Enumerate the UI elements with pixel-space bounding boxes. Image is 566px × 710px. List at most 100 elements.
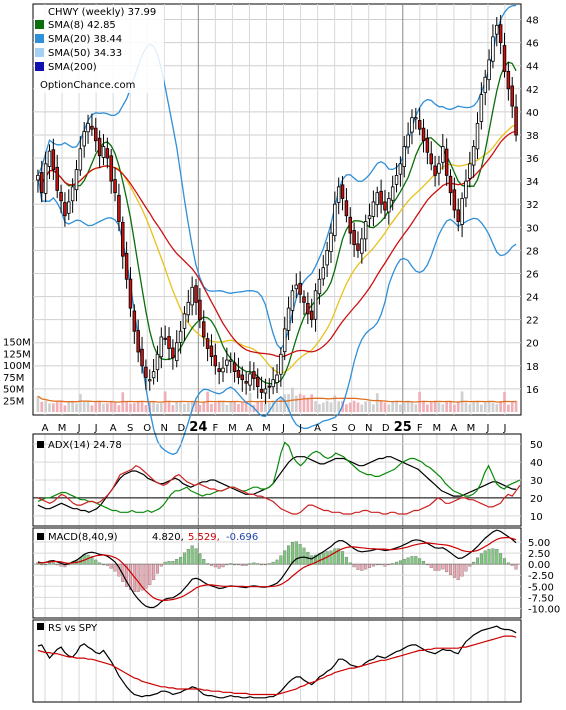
- macd-histogram-bar: [275, 559, 279, 565]
- adx-title-marker: [37, 441, 44, 448]
- candle-body: [47, 150, 52, 167]
- macd-histogram-bar: [425, 564, 429, 566]
- candle-body: [63, 202, 67, 217]
- volume-bar: [179, 400, 182, 412]
- macd-histogram-bar: [368, 564, 372, 568]
- macd-histogram-bar: [190, 545, 194, 565]
- macd-histogram-bar: [198, 553, 202, 565]
- volume-bar: [318, 404, 321, 412]
- candle-body: [491, 36, 495, 62]
- macd-histogram-bar: [472, 561, 476, 565]
- macd-histogram-bar: [244, 564, 248, 566]
- macd-histogram-bar: [398, 560, 402, 565]
- legend-swatch-sma200: [35, 62, 44, 71]
- macd-histogram-bar: [225, 564, 229, 566]
- macd-histogram-bar: [364, 564, 368, 570]
- macd-histogram-bar: [464, 564, 468, 572]
- macd-panel-frame: [32, 527, 522, 619]
- volume-bar: [287, 394, 290, 412]
- volume-bar: [480, 404, 483, 412]
- macd-histogram-bar: [479, 553, 483, 565]
- x-tick-label: M: [262, 423, 271, 434]
- macd-histogram-bar: [375, 564, 379, 566]
- macd-histogram-bar: [514, 564, 518, 570]
- candle-body: [194, 285, 198, 303]
- volume-bar: [94, 401, 98, 412]
- x-tick-label: F: [417, 423, 423, 434]
- x-tick-label: J: [77, 423, 81, 434]
- macd-y-tick-label: -10.00: [528, 604, 560, 615]
- candle-body: [205, 338, 210, 349]
- candle-body: [59, 191, 63, 202]
- macd-histogram-bar: [287, 545, 291, 565]
- candle-body: [174, 342, 179, 362]
- volume-bar: [190, 400, 194, 412]
- price-y-tick-label: 36: [526, 154, 539, 165]
- candle-body: [121, 221, 125, 257]
- volume-bar: [48, 403, 51, 412]
- volume-bar: [98, 400, 101, 412]
- volume-bar: [75, 403, 78, 412]
- legend-box: [34, 5, 164, 93]
- macd-histogram-bar: [449, 564, 453, 575]
- x-tick-label: J: [485, 423, 489, 434]
- volume-bar: [260, 401, 263, 412]
- candle-body: [132, 310, 137, 332]
- macd-histogram-bar: [379, 564, 383, 566]
- macd-histogram-bar: [260, 564, 264, 566]
- candle-body: [352, 230, 356, 246]
- volume-bar: [55, 400, 59, 412]
- volume-bar: [102, 403, 105, 412]
- candle-body: [340, 184, 345, 199]
- candle-body: [43, 163, 48, 194]
- price-y-tick-label: 26: [526, 269, 539, 280]
- volume-bar: [67, 401, 71, 412]
- candle-body: [94, 127, 98, 142]
- macd-histogram-bar: [445, 564, 449, 573]
- candle-body: [356, 243, 360, 251]
- candle-body: [271, 379, 275, 388]
- macd-histogram-bar: [140, 564, 144, 591]
- candle-body: [228, 359, 233, 362]
- x-tick-label: J: [94, 423, 98, 434]
- price-gridlines: [33, 4, 521, 702]
- candle-body: [124, 252, 129, 280]
- macd-histogram-bar: [206, 563, 210, 565]
- macd-histogram-bar: [229, 563, 233, 565]
- volume-y-tick-label: 25M: [3, 396, 24, 407]
- candle-body: [279, 353, 283, 375]
- macd-histogram-bar: [279, 555, 283, 565]
- volume-y-tick-label: 150M: [3, 338, 31, 349]
- volume-y-tick-label: 100M: [3, 361, 31, 372]
- volume-bar: [441, 404, 445, 412]
- candle-body: [213, 355, 218, 367]
- adx-title: ADX(14) 24.78: [48, 440, 122, 451]
- candle-body: [109, 155, 113, 182]
- volume-bar: [302, 395, 306, 412]
- x-tick-label: M: [58, 423, 67, 434]
- macd-histogram-bar: [252, 562, 256, 565]
- candle-body: [67, 201, 71, 214]
- rs-panel-frame: [32, 619, 522, 703]
- volume-bar: [136, 400, 140, 412]
- candle-body: [182, 313, 187, 329]
- candle-body: [163, 337, 167, 340]
- macd-value-hist: -0.696: [226, 532, 258, 543]
- macd-histogram-bar: [483, 550, 487, 565]
- macd-value-line: 4.820,: [152, 532, 184, 543]
- rs-average-line: [37, 635, 517, 696]
- candle-body: [468, 163, 472, 179]
- candle-body: [159, 336, 164, 358]
- candle-body: [321, 267, 326, 280]
- candlesticks: [36, 14, 518, 405]
- volume-bar: [186, 403, 190, 412]
- sma8-line: [37, 61, 517, 385]
- candle-body: [55, 166, 59, 191]
- candle-body: [456, 209, 460, 222]
- volume-bar: [333, 395, 337, 412]
- adx-y-tick-label: 50: [530, 440, 543, 451]
- macd-histogram-bar: [179, 556, 183, 565]
- macd-histogram-bar: [217, 564, 221, 569]
- candle-body: [70, 186, 75, 202]
- candle-body: [448, 175, 453, 194]
